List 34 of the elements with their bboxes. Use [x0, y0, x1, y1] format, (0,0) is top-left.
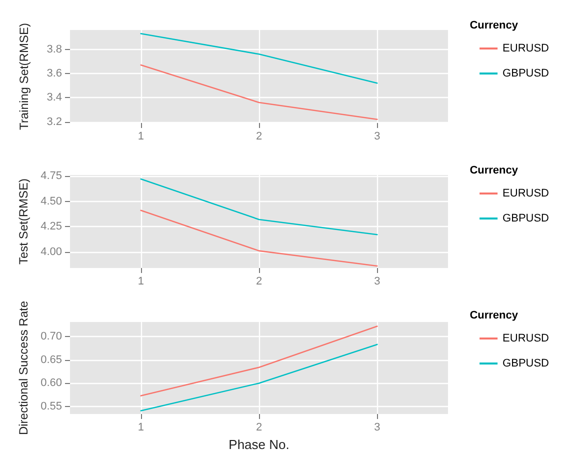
- x-tick-label: 2: [256, 276, 262, 288]
- y-axis-title: Directional Success Rate: [16, 300, 31, 436]
- y-tick-label: 4.50: [40, 195, 62, 208]
- legend-label: GBPUSD: [502, 212, 550, 224]
- x-tick-label: 3: [374, 130, 380, 142]
- y-tick-label: 3.8: [46, 43, 62, 56]
- y-tick-label: 0.55: [40, 400, 62, 413]
- x-tick-label: 1: [138, 422, 144, 434]
- legend-title: Currency: [470, 310, 519, 322]
- x-tick-label: 3: [374, 422, 380, 434]
- legend-title: Currency: [470, 20, 519, 32]
- y-tick-label: 3.2: [46, 116, 62, 128]
- y-tick-label: 4.00: [40, 246, 62, 258]
- legend-label: EURUSD: [502, 332, 550, 344]
- x-tick-label: 2: [256, 130, 262, 142]
- y-axis-title: Test Set(RMSE): [16, 178, 31, 265]
- legend-label: EURUSD: [502, 42, 550, 54]
- y-tick-label: 3.6: [46, 67, 62, 80]
- y-tick-label: 4.75: [40, 170, 62, 182]
- x-tick-label: 3: [374, 276, 380, 288]
- x-tick-label: 2: [256, 422, 262, 434]
- y-axis-title: Training Set(RMSE): [17, 23, 31, 130]
- y-tick-label: 4.25: [40, 220, 62, 233]
- y-tick-label: 0.60: [40, 377, 62, 390]
- x-tick-label: 1: [138, 130, 144, 142]
- y-tick-label: 0.70: [40, 330, 62, 343]
- x-tick-label: 1: [138, 276, 144, 288]
- legend-label: GBPUSD: [502, 68, 550, 80]
- legend-title: Currency: [470, 164, 519, 176]
- legend-label: EURUSD: [502, 188, 550, 200]
- x-axis-title: Phase No.: [228, 436, 290, 452]
- legend-label: GBPUSD: [502, 358, 550, 370]
- y-tick-label: 0.65: [40, 354, 62, 366]
- y-tick-label: 3.4: [46, 92, 62, 104]
